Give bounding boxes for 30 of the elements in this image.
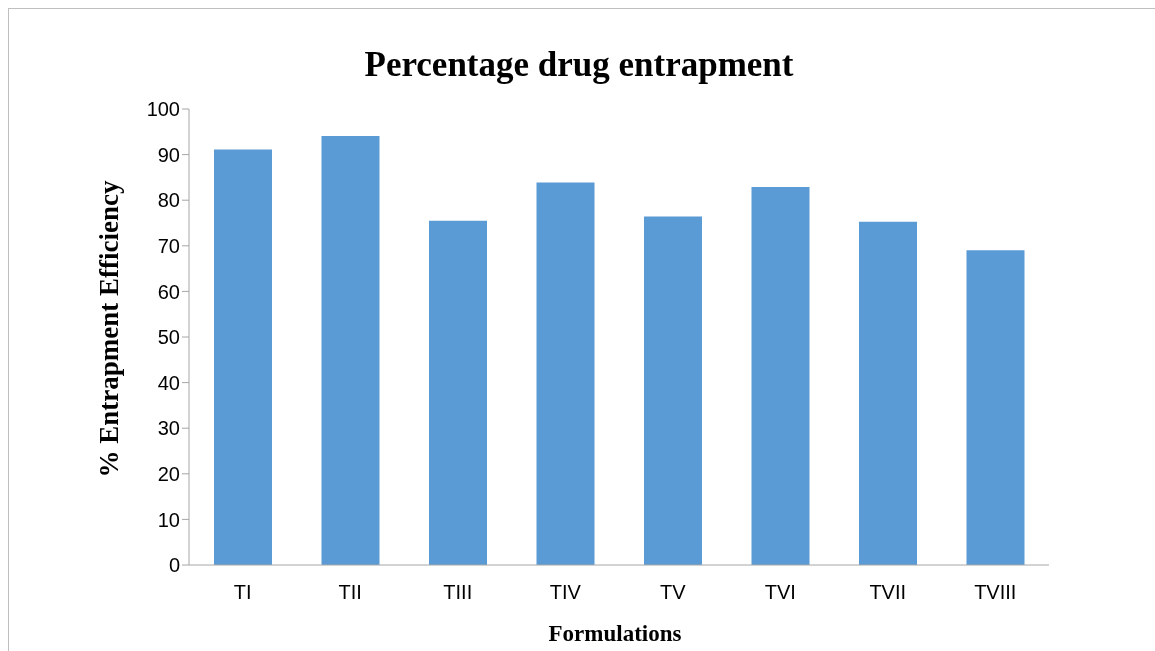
x-axis-title: Formulations xyxy=(547,621,683,647)
y-tick-label: 60 xyxy=(157,280,180,303)
x-tick-label: TVIII xyxy=(974,581,1017,604)
x-tick-label: TV xyxy=(659,581,687,604)
y-axis-title: % Entrapment Efficiency xyxy=(93,180,125,478)
x-tick-label: TIII xyxy=(443,581,473,604)
bar xyxy=(429,220,487,565)
y-tick-label: 70 xyxy=(157,234,180,257)
bar xyxy=(859,221,917,565)
x-tick-label: TII xyxy=(338,581,362,604)
y-tick-label: 50 xyxy=(157,326,180,349)
y-tick-label: 40 xyxy=(157,371,180,394)
y-tick-label: 100 xyxy=(146,98,180,121)
x-tick-label: TI xyxy=(233,581,252,604)
bar xyxy=(536,182,595,565)
bar xyxy=(751,186,810,565)
bar xyxy=(966,250,1025,565)
y-tick-label: 30 xyxy=(157,417,180,440)
y-tick-label: 20 xyxy=(157,462,180,485)
x-tick-label: TIV xyxy=(549,581,582,604)
x-tick-label: TVI xyxy=(764,581,796,604)
y-tick-label: 80 xyxy=(157,189,180,212)
y-tick-label: 90 xyxy=(157,143,180,166)
x-tick-label: TVII xyxy=(869,581,907,604)
bar xyxy=(214,149,272,565)
y-tick-label: 0 xyxy=(168,554,180,577)
bar xyxy=(321,135,380,565)
chart-title: Percentage drug entrapment xyxy=(363,45,795,85)
y-tick-label: 10 xyxy=(157,508,180,531)
bar xyxy=(644,216,702,565)
